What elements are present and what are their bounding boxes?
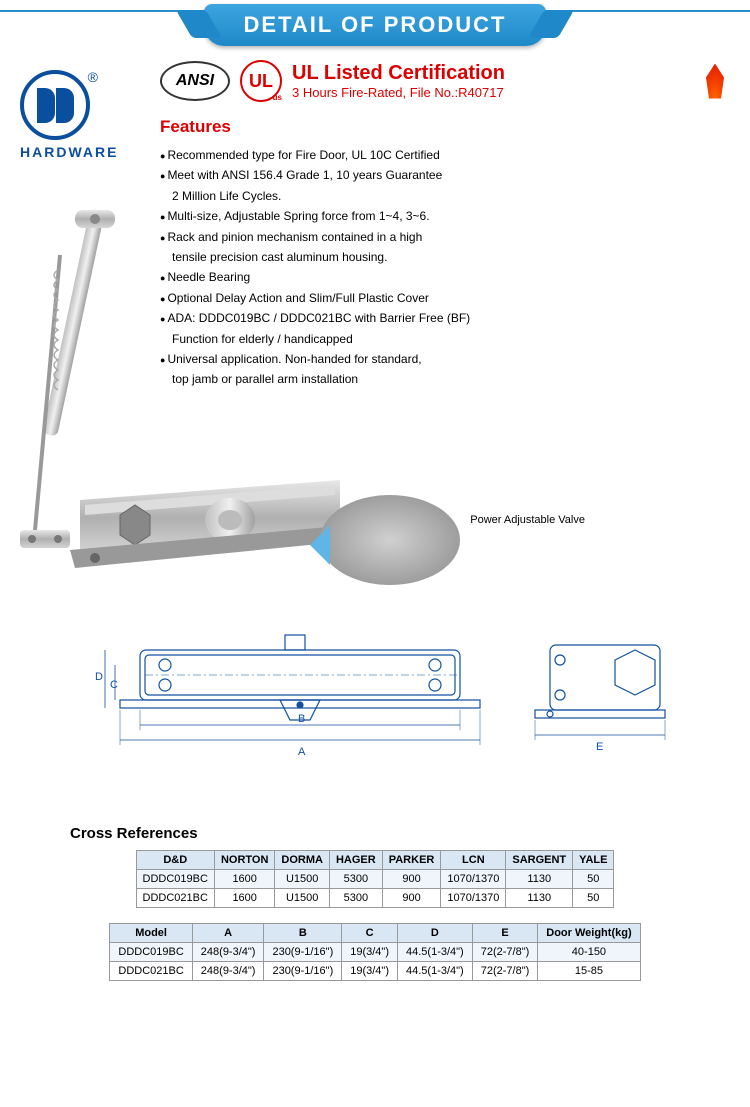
table-header: Model	[110, 924, 192, 943]
table-row: DDDC021BC248(9-3/4")230(9-1/16")19(3/4")…	[110, 962, 640, 981]
flame-icon	[700, 64, 730, 99]
brand-text: HARDWARE	[20, 144, 140, 160]
table-header: YALE	[573, 851, 614, 870]
table-header: D	[398, 924, 473, 943]
table-header: LCN	[441, 851, 506, 870]
table-header: E	[472, 924, 538, 943]
ansi-badge-icon: ANSI	[160, 61, 230, 101]
table-header: SARGENT	[506, 851, 573, 870]
table-header: DORMA	[275, 851, 330, 870]
table-header: A	[192, 924, 264, 943]
cross-ref-heading: Cross References	[0, 825, 750, 842]
ul-badge-icon: UL	[240, 60, 282, 102]
cross-ref-table: D&DNORTONDORMAHAGERPARKERLCNSARGENTYALED…	[136, 850, 615, 908]
svg-text:B: B	[298, 713, 305, 725]
table-header: Door Weight(kg)	[538, 924, 640, 943]
table-header: HAGER	[329, 851, 382, 870]
callout: Power Adjustable Valve	[320, 495, 585, 585]
table-header: PARKER	[382, 851, 441, 870]
certification-row: ANSI UL UL Listed Certification 3 Hours …	[160, 60, 730, 102]
table-header: B	[264, 924, 342, 943]
valve-detail-icon	[320, 495, 460, 585]
svg-text:D: D	[95, 671, 103, 683]
svg-text:C: C	[110, 679, 118, 691]
banner: DETAIL OF PRODUCT	[0, 0, 750, 50]
callout-label: Power Adjustable Valve	[470, 514, 585, 526]
cert-title: UL Listed Certification	[292, 62, 690, 85]
svg-text:A: A	[298, 746, 306, 758]
table-header: C	[342, 924, 398, 943]
cert-subtitle: 3 Hours Fire-Rated, File No.:R40717	[292, 85, 690, 100]
dimensions-table: ModelABCDEDoor Weight(kg)DDDC019BC248(9-…	[109, 923, 640, 981]
table-header: D&D	[136, 851, 214, 870]
table-row: DDDC021BC1600U150053009001070/1370113050	[136, 889, 614, 908]
table-row: DDDC019BC1600U150053009001070/1370113050	[136, 870, 614, 889]
technical-diagram: A B C D E	[0, 590, 750, 815]
brand-logo: HARDWARE	[20, 60, 140, 590]
svg-text:E: E	[596, 741, 603, 753]
features-heading: Features	[160, 117, 730, 137]
banner-title: DETAIL OF PRODUCT	[204, 4, 547, 46]
table-header: NORTON	[214, 851, 274, 870]
table-row: DDDC019BC248(9-3/4")230(9-1/16")19(3/4")…	[110, 943, 640, 962]
